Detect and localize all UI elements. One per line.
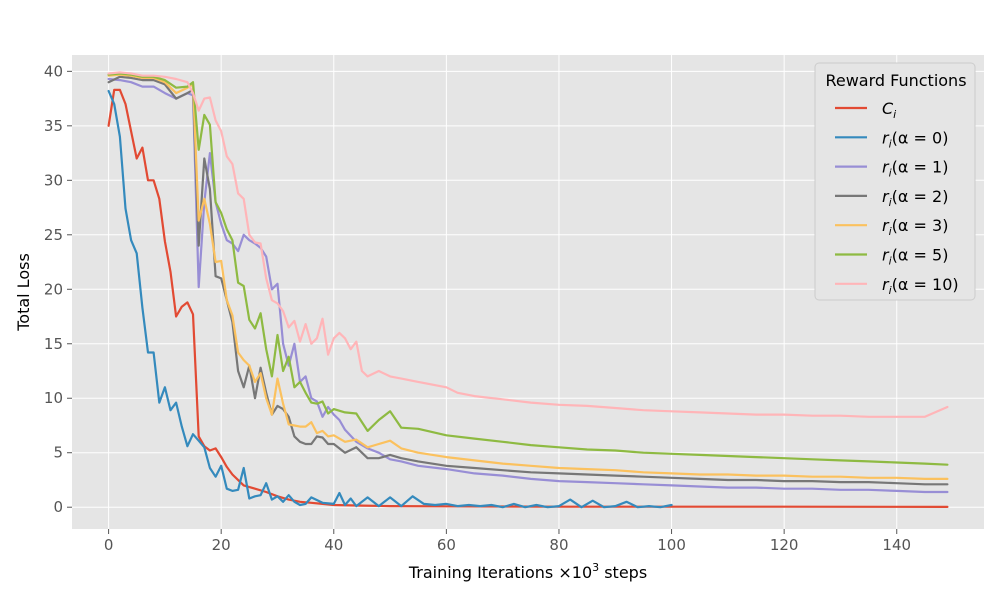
x-axis-title-exponent: 3 — [592, 561, 599, 574]
legend-label-sub: i — [889, 137, 892, 150]
legend-label-main: r — [882, 246, 890, 265]
y-tick-label: 15 — [44, 335, 63, 353]
legend-label-main: r — [882, 187, 890, 206]
legend-label-sub: i — [889, 255, 892, 268]
legend-label-arg: (α = 3) — [892, 216, 949, 235]
legend-box — [814, 62, 976, 301]
y-tick-label: 30 — [44, 171, 63, 189]
y-tick-label: 35 — [44, 117, 63, 135]
legend-label-sub: i — [889, 196, 892, 209]
y-axis-ticks: 0 5 10 15 20 25 30 35 40 — [44, 62, 72, 516]
series-line-6 — [107, 71, 949, 418]
series-line-1 — [107, 89, 673, 509]
legend-label-6: ri(α = 10) — [882, 275, 959, 297]
x-tick-label: 80 — [549, 536, 568, 554]
legend-label-arg: (α = 2) — [892, 187, 949, 206]
x-tick-label: 100 — [657, 536, 686, 554]
legend-label-3: ri(α = 2) — [882, 187, 948, 209]
y-tick-label: 10 — [44, 389, 63, 407]
legend-label-sub: i — [893, 108, 896, 121]
series-line-3 — [107, 75, 949, 486]
legend-label-main: r — [882, 128, 890, 147]
x-axis-title-suffix: steps — [599, 563, 647, 582]
legend-label-4: ri(α = 3) — [882, 216, 948, 238]
y-tick-label: 25 — [44, 226, 63, 244]
x-tick-label: 20 — [212, 536, 231, 554]
series-line-5 — [107, 72, 949, 466]
x-axis-title: Training Iterations ×103 steps — [408, 561, 647, 582]
legend-label-5: ri(α = 5) — [882, 246, 948, 268]
y-tick-label: 20 — [44, 280, 63, 298]
y-tick-label: 0 — [53, 498, 63, 516]
x-tick-label: 60 — [437, 536, 456, 554]
legend-label-main: r — [882, 275, 890, 294]
series-line-0 — [107, 88, 949, 508]
series-lines — [107, 71, 949, 509]
y-tick-label: 5 — [53, 444, 63, 462]
series-line-4 — [107, 73, 949, 480]
legend-label-main: r — [882, 158, 890, 177]
legend-label-0: Ci — [882, 99, 896, 121]
legend-label-arg: (α = 1) — [892, 158, 949, 177]
legend-label-arg: (α = 10) — [892, 275, 959, 294]
x-tick-label: 40 — [324, 536, 343, 554]
legend-label-main: C — [882, 99, 894, 118]
x-tick-label: 0 — [104, 536, 114, 554]
legend-label-arg: (α = 5) — [892, 246, 949, 265]
legend-label-sub: i — [889, 284, 892, 297]
y-tick-label: 40 — [44, 62, 63, 80]
x-tick-label: 140 — [882, 536, 911, 554]
legend-label-1: ri(α = 0) — [882, 128, 948, 150]
legend-label-2: ri(α = 1) — [882, 158, 948, 180]
x-tick-label: 120 — [770, 536, 799, 554]
legend-label-arg: (α = 0) — [892, 128, 949, 147]
x-axis-ticks: 0 20 40 60 80 100 120 140 — [104, 529, 911, 554]
legend-label-main: r — [882, 216, 890, 235]
legend-label-sub: i — [889, 225, 892, 238]
y-axis-title: Total Loss — [14, 253, 33, 332]
x-axis-title-main: Training Iterations ×10 — [408, 563, 592, 582]
legend-title: Reward Functions — [825, 71, 966, 90]
legend-label-sub: i — [889, 167, 892, 180]
